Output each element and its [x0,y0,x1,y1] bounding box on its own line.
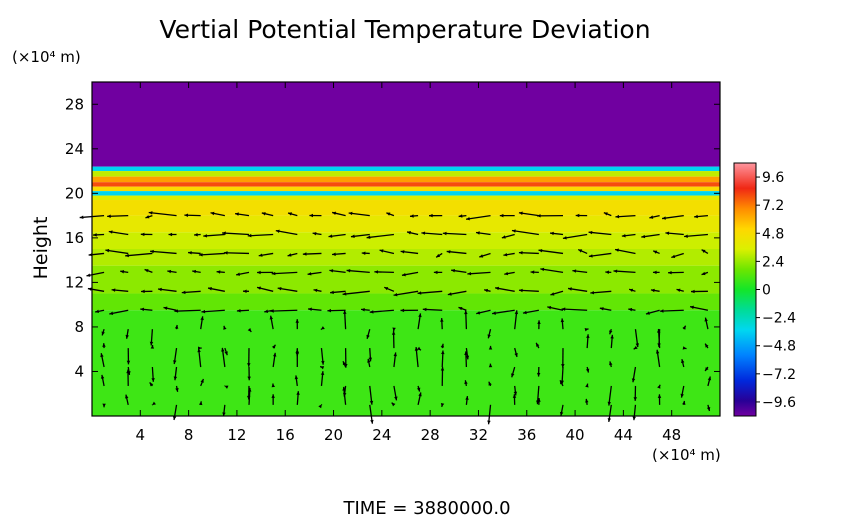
colorbar-tick-label: 4.8 [762,226,784,242]
y-tick-label: 4 [74,362,84,380]
field-band [92,216,720,233]
y-unit-label: (×10⁴ m) [12,48,81,66]
colorbar-tick-label: −9.6 [762,395,796,411]
field-band [92,182,720,186]
colorbar-tick-label: 2.4 [762,254,784,270]
colorbar-tick-label: 7.2 [762,198,784,214]
field-band [92,310,720,416]
time-footer: TIME = 3880000.0 [342,498,510,519]
y-tick-label: 12 [65,273,84,291]
colorbar-tick-label: −4.8 [762,339,796,355]
x-tick-label: 32 [469,426,488,444]
x-tick-label: 28 [421,426,440,444]
field-band [92,187,720,191]
heatmap-field [92,82,720,416]
wind-vector [270,310,297,311]
x-tick-label: 40 [566,426,585,444]
field-band [92,167,720,171]
field-band [92,200,720,216]
y-tick-label: 8 [74,318,84,336]
colorbar-scale [734,163,756,416]
y-tick-label: 28 [65,95,84,113]
colorbar-tick-label: −7.2 [762,367,796,383]
y-axis-label: Height [30,217,52,280]
x-unit-label: (×10⁴ m) [652,446,721,464]
colorbar-tick-label: 9.6 [762,170,784,186]
x-tick-label: 16 [276,426,295,444]
x-tick-label: 20 [324,426,343,444]
colorbar: 9.6 7.2 4.8 2.4 0 −2.4 −4.8 −7.2 −9.6 [734,163,796,416]
y-tick-label: 20 [65,184,84,202]
field-band [92,196,720,200]
y-tick-label: 16 [65,229,84,247]
field-band [92,266,720,294]
x-tick-label: 4 [136,426,146,444]
chart-title: Vertial Potential Temperature Deviation [159,15,650,44]
wind-vector-head [80,216,84,219]
field-band [92,82,720,167]
x-tick-label: 8 [184,426,194,444]
field-band [92,232,720,249]
field-band [92,294,720,311]
x-tick-label: 48 [662,426,681,444]
x-tick-label: 24 [372,426,391,444]
x-tick-label: 44 [614,426,633,444]
field-band [92,171,720,177]
field-band [92,177,720,183]
wind-vector [224,253,249,254]
x-tick-label: 36 [517,426,536,444]
field-band [92,191,720,195]
colorbar-tick-label: 0 [762,283,771,299]
x-tick-label: 12 [227,426,246,444]
y-tick-label: 24 [65,140,84,158]
colorbar-tick-label: −2.4 [762,311,796,327]
